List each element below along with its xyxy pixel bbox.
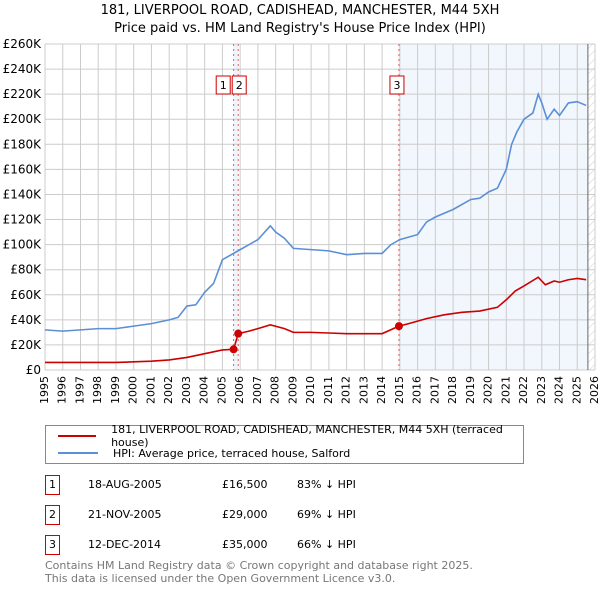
sale-point: [229, 345, 238, 354]
sale-point: [234, 329, 243, 338]
series-line: [45, 276, 587, 364]
sale-hpi: 83% ↓ HPI: [297, 478, 356, 491]
sale-point: [394, 322, 403, 331]
x-tick-label: 2020: [482, 376, 495, 404]
x-tick-label: 2002: [162, 376, 175, 404]
x-tick-label: 2005: [215, 376, 228, 404]
price-chart: 1995 1996 1997 1998 1999 2000 2001 2002 2003 2004…: [3, 37, 600, 404]
sale-price: £35,000: [222, 538, 268, 551]
chart-title: 181, LIVERPOOL ROAD, CADISHEAD, MANCHEST…: [0, 2, 600, 38]
sale-date: 12-DEC-2014: [88, 538, 162, 551]
sale-price: £29,000: [222, 508, 268, 521]
sale-number: 1: [45, 475, 60, 495]
table-row: 1 18-AUG-2005 £16,500 83% ↓ HPI: [45, 475, 445, 495]
y-tick-label: £80K: [10, 263, 42, 277]
shaded-region: [233, 44, 239, 370]
y-tick-label: £0: [26, 363, 41, 377]
legend-item-property: 181, LIVERPOOL ROAD, CADISHEAD, MANCHEST…: [58, 423, 523, 449]
footer-line: This data is licensed under the Open Gov…: [45, 572, 396, 585]
future-hatch: [587, 44, 595, 370]
table-row: 2 21-NOV-2005 £29,000 69% ↓ HPI: [45, 505, 445, 525]
y-tick-label: £200K: [3, 112, 43, 126]
subtitle-line: Price paid vs. HM Land Registry's House …: [114, 21, 486, 36]
x-tick-label: 2004: [198, 376, 211, 404]
x-tick-label: 1997: [73, 376, 86, 404]
legend-label: 181, LIVERPOOL ROAD, CADISHEAD, MANCHEST…: [111, 423, 503, 449]
x-tick-label: 2022: [517, 376, 530, 404]
x-tick-label: 1999: [109, 376, 122, 404]
x-tick-label: 1995: [38, 376, 51, 404]
x-tick-label: 2009: [286, 376, 299, 404]
legend-swatch: [58, 452, 98, 454]
title-line: 181, LIVERPOOL ROAD, CADISHEAD, MANCHEST…: [100, 3, 500, 18]
x-tick-label: 2008: [269, 376, 282, 404]
x-tick-label: 2026: [588, 376, 600, 404]
sale-label-box: [231, 75, 247, 95]
y-tick-label: £40K: [10, 313, 42, 327]
x-tick-label: 2001: [144, 376, 157, 404]
x-tick-label: 2016: [411, 376, 424, 404]
y-tick-label: £240K: [3, 62, 43, 76]
x-tick-label: 2013: [357, 376, 370, 404]
y-tick-label: £60K: [10, 288, 42, 302]
sale-price: £16,500: [222, 478, 268, 491]
x-tick-label: 2006: [233, 376, 246, 404]
x-tick-label: 2011: [322, 376, 335, 404]
legend-item-hpi: HPI: Average price, terraced house, Salf…: [58, 445, 350, 461]
sale-number: 2: [45, 505, 60, 525]
footer-line: Contains HM Land Registry data © Crown c…: [45, 559, 473, 572]
x-tick-label: 2012: [340, 376, 353, 404]
sale-date: 21-NOV-2005: [88, 508, 162, 521]
x-tick-label: 2003: [180, 376, 193, 404]
sale-label-box: [389, 75, 405, 95]
sale-label: 3: [393, 79, 400, 92]
y-tick-label: £20K: [10, 338, 42, 352]
x-tick-label: 2025: [570, 376, 583, 404]
y-tick-label: £260K: [3, 37, 43, 51]
table-row: 3 12-DEC-2014 £35,000 66% ↓ HPI: [45, 535, 445, 555]
y-tick-label: £160K: [3, 162, 43, 176]
sale-date: 18-AUG-2005: [88, 478, 162, 491]
x-tick-label: 2000: [127, 376, 140, 404]
legend: 181, LIVERPOOL ROAD, CADISHEAD, MANCHEST…: [45, 423, 524, 464]
footer: Contains HM Land Registry data © Crown c…: [45, 559, 473, 585]
sale-hpi: 66% ↓ HPI: [297, 538, 356, 551]
series-line: [44, 91, 587, 332]
legend-swatch: [58, 435, 97, 437]
x-tick-label: 2021: [499, 376, 512, 404]
sale-label: 1: [220, 79, 227, 92]
y-tick-label: £120K: [3, 213, 43, 227]
x-tick-label: 2023: [535, 376, 548, 404]
x-tick-label: 2024: [553, 376, 566, 404]
x-tick-label: 2018: [446, 376, 459, 404]
x-tick-label: 2007: [251, 376, 264, 404]
x-tick-label: 2017: [428, 376, 441, 404]
legend-label: HPI: Average price, terraced house, Salf…: [113, 446, 351, 460]
x-tick-label: 2014: [375, 376, 388, 404]
y-tick-label: £180K: [3, 137, 43, 151]
x-tick-label: 2015: [393, 376, 406, 404]
sale-number: 3: [45, 535, 60, 555]
x-tick-label: 2010: [304, 376, 317, 404]
x-tick-label: 1998: [91, 376, 104, 404]
y-tick-label: £100K: [3, 238, 43, 252]
x-tick-label: 1996: [56, 376, 69, 404]
x-tick-label: 2019: [464, 376, 477, 404]
sale-label: 2: [236, 79, 243, 92]
y-tick-label: £220K: [3, 87, 43, 101]
sale-label-box: [215, 75, 231, 95]
shaded-region: [398, 44, 588, 370]
y-tick-label: £140K: [3, 187, 43, 201]
sale-hpi: 69% ↓ HPI: [297, 508, 356, 521]
